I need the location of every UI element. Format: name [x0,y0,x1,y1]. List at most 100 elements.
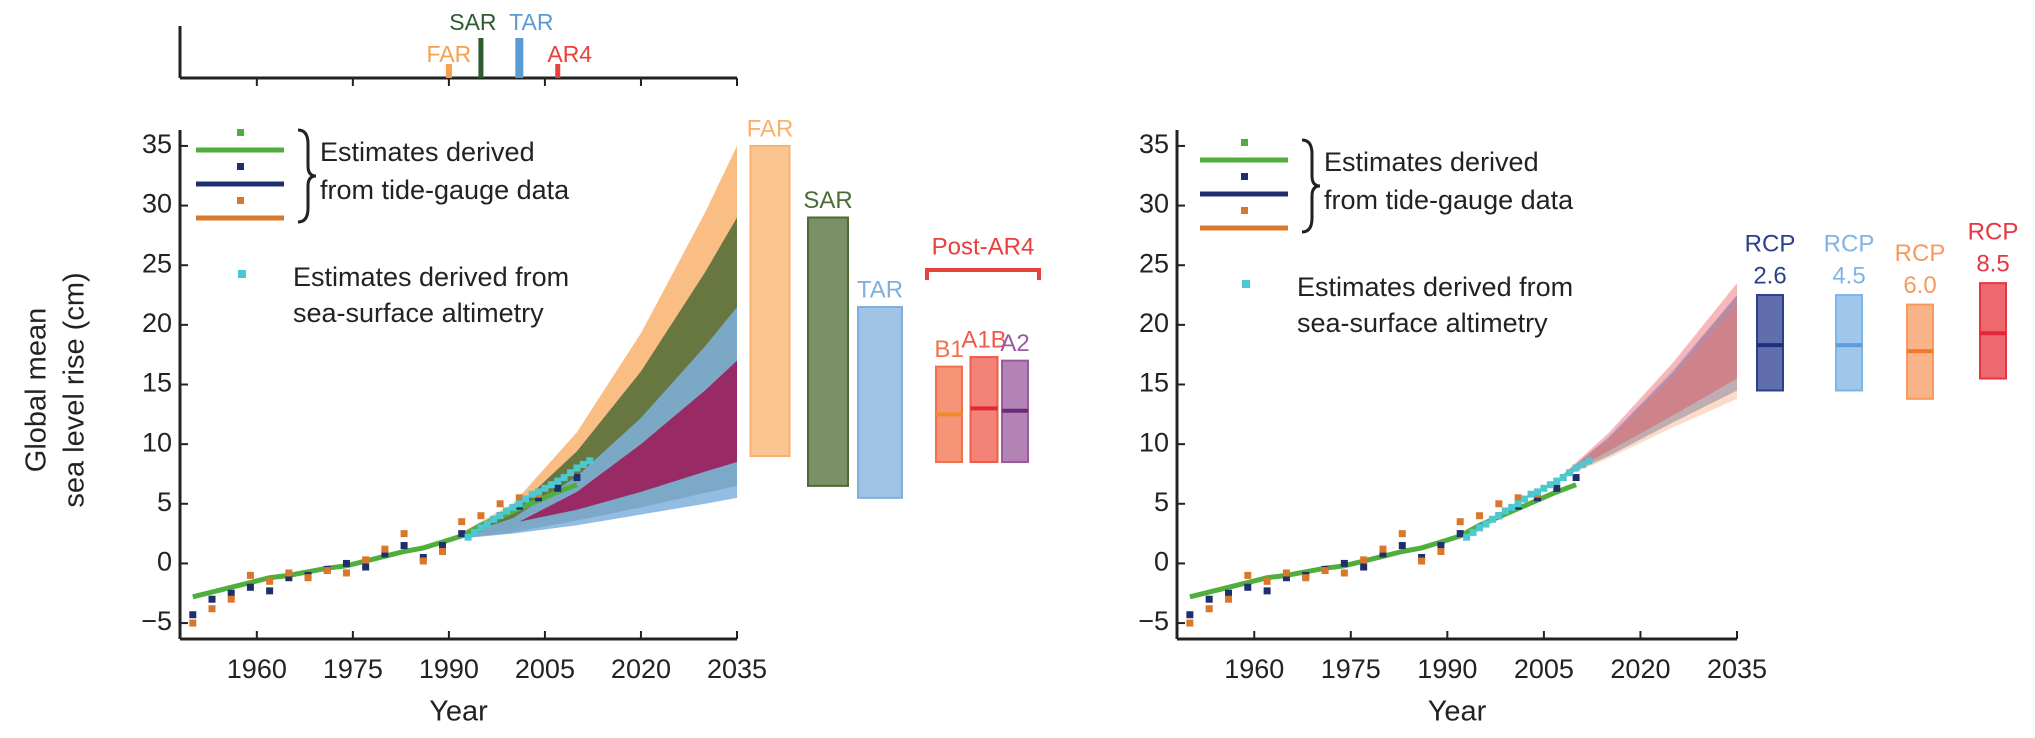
observation-point [189,619,197,627]
observation-point [438,548,446,555]
observation-point [464,533,472,541]
observation-point [490,515,498,523]
bar-label: 6.0 [1903,272,1936,299]
timeline-label: FAR [427,41,472,67]
y-tick-label: −5 [141,606,172,636]
observation-point [515,494,523,502]
observation-point [573,464,581,472]
observation-point [1508,503,1516,511]
observation-point [1495,500,1503,508]
observation-point [1514,494,1522,502]
legend-swatch [1241,207,1248,214]
y-tick-label: 25 [142,248,172,278]
observation-point [477,524,485,532]
legend-text: from tide-gauge data [1324,185,1574,215]
observation-point [458,518,466,526]
observation-point [1469,528,1477,536]
observation-point [227,589,235,597]
observation-point [362,563,370,571]
observation-point [554,477,562,485]
bar-label: 2.6 [1753,262,1786,289]
observation-point [1340,559,1348,567]
bar-label: FAR [747,115,794,142]
observation-point [496,512,504,520]
observation-point [586,457,594,465]
observation-point [547,481,555,489]
observation-point [342,559,350,567]
timeline-marker [478,38,484,78]
projection-band [1556,304,1737,480]
observation-point [535,488,543,496]
observation-point [1553,484,1561,492]
observation-point [419,557,427,565]
x-tick-label: 1960 [1224,654,1284,684]
observation-point [1501,507,1509,515]
observation-point [285,574,293,582]
observation-point [1398,542,1406,550]
observation-point [1476,512,1484,520]
y-tick-label: 25 [1139,248,1169,278]
observation-point [528,490,536,498]
observation-point [1205,595,1213,603]
observation-point [400,542,408,550]
legend-swatch [237,129,244,136]
y-tick-label: 35 [142,129,172,159]
observation-point [1437,548,1445,555]
observation-point [1488,515,1496,523]
x-tick-label: 2005 [515,654,575,684]
observation-point [1476,524,1484,532]
observation-point [1533,494,1541,502]
observation-point [227,595,235,603]
observation-point [1546,481,1554,489]
observation-point [1418,553,1426,561]
observation-point [1456,530,1464,538]
y-tick-label: 10 [142,427,172,457]
y-tick-label: 20 [142,308,172,338]
y-axis-label: sea level rise (cm) [59,272,91,507]
bar-label: SAR [803,187,852,214]
observation-point [554,484,562,492]
observation-point [458,530,466,538]
y-tick-label: 5 [1154,487,1169,517]
projection-band [1556,283,1737,480]
legend-text: Estimates derived from [293,262,569,292]
legend-swatch [1241,173,1248,180]
observation-point [1263,587,1271,595]
projection-bar [807,216,849,487]
observation-point [1572,474,1580,482]
x-tick-label: 2035 [707,654,767,684]
legend-swatch [237,197,244,204]
observation-point [1186,611,1194,619]
observation-point [1521,495,1529,503]
observation-point [362,556,370,564]
y-tick-label: 30 [142,189,172,219]
projection-bar [1979,282,2007,380]
projection-band [1556,295,1737,480]
x-tick-label: 2005 [1514,654,1574,684]
observation-point [573,474,581,482]
observation-point [1360,563,1368,571]
bar-label: RCP [1968,218,2019,245]
legend-text: sea-surface altimetry [1297,308,1548,338]
x-tick-label: 2020 [611,654,671,684]
projection-bar [857,305,903,499]
x-axis-label: Year [1428,696,1487,728]
observation-point [1263,577,1271,585]
y-tick-label: 0 [157,547,172,577]
legend-text: from tide-gauge data [320,175,570,205]
observation-point [1437,542,1445,550]
y-tick-label: 10 [1139,427,1169,457]
y-tick-label: 30 [1139,189,1169,219]
observation-point [1572,464,1580,472]
observation-point [208,605,216,613]
bar-label: RCP [1895,240,1946,267]
x-tick-label: 2035 [1707,654,1767,684]
observation-point [496,500,504,508]
observation-point [1585,457,1593,465]
y-axis-label: Global mean [21,308,53,472]
observation-point [304,574,312,582]
x-tick-label: 2020 [1610,654,1670,684]
observation-point [1566,469,1574,477]
observation-point [579,460,587,468]
